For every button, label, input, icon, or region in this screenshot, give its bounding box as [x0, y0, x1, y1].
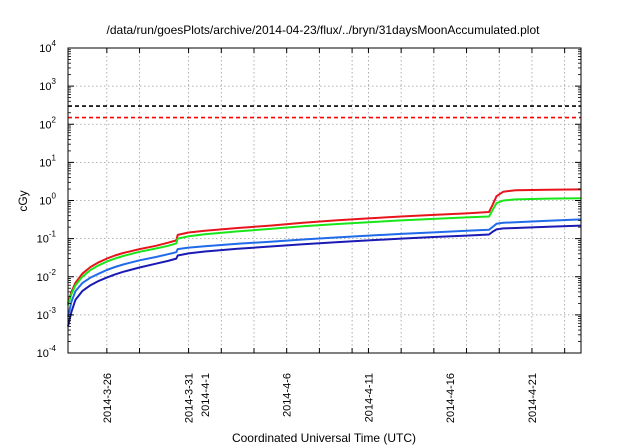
x-tick-label: 2014-4-16	[445, 373, 457, 423]
y-tick-label: 10-4	[37, 344, 57, 360]
y-axis-label: cGy	[16, 190, 30, 211]
series-line-4	[67, 224, 582, 327]
axis-ticks	[68, 47, 581, 354]
x-tick-label: 2014-4-6	[282, 373, 294, 417]
y-tick-label: 100	[39, 192, 56, 208]
x-tick-label: 2014-4-1	[200, 373, 212, 417]
y-tick-label: 103	[39, 77, 56, 93]
y-tick-label: 101	[39, 153, 56, 169]
y-tick-label: 10-1	[37, 230, 57, 246]
y-tick-label: 10-3	[37, 306, 57, 322]
y-tick-labels: 10-4 10-3 10-2 10-1 100 101 102 103 104	[37, 39, 57, 360]
x-tick-label: 2014-4-11	[363, 373, 375, 422]
chart-title: /data/run/goesPlots/archive/2014-04-23/f…	[107, 23, 541, 37]
data-series	[67, 188, 582, 327]
grid-lines	[68, 48, 581, 353]
y-tick-label: 102	[39, 115, 56, 131]
series-line-2	[67, 197, 582, 306]
threshold-lines	[68, 105, 581, 119]
x-tick-labels: 2014-3-26 2014-3-31 2014-4-1 2014-4-6 2014-4…	[102, 373, 539, 423]
series-line-3	[67, 218, 582, 317]
x-axis-label: Coordinated Universal Time (UTC)	[232, 431, 416, 445]
y-tick-label: 10-2	[37, 268, 57, 284]
y-tick-label: 104	[39, 39, 56, 55]
series-line-1	[67, 188, 582, 304]
x-tick-label: 2014-3-26	[102, 373, 114, 423]
x-tick-label: 2014-4-21	[527, 373, 539, 423]
x-tick-label: 2014-3-31	[184, 373, 196, 423]
